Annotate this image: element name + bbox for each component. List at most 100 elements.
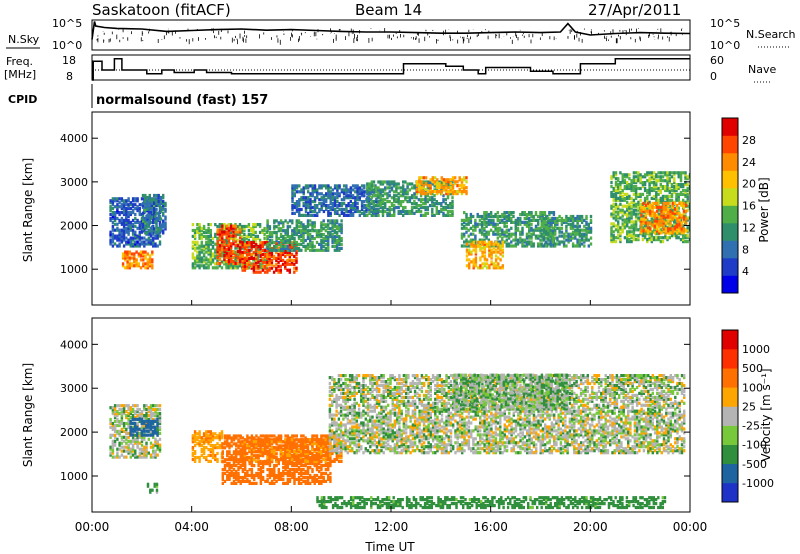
heat-cell-0 [111, 425, 115, 429]
heat-cell-14 [662, 211, 665, 215]
heat-cell-3 [252, 228, 255, 233]
heat-cell-12 [585, 236, 588, 240]
heat-cell-8 [408, 196, 412, 200]
heat-cell-14 [678, 217, 681, 221]
heat-cell-7 [307, 211, 310, 215]
heat-cell-10 [503, 230, 506, 234]
heat-cell-3 [238, 262, 242, 266]
heat-cell-0 [127, 414, 130, 418]
heat-cell-1 [144, 262, 147, 266]
heat-cell-7 [320, 202, 323, 206]
heat-cell-8 [419, 200, 423, 204]
heat-cell-13 [659, 196, 662, 200]
heat-cell-6 [302, 227, 305, 231]
heat-cell-10 [503, 216, 506, 221]
heat-cell-11 [485, 262, 489, 266]
heat-cell-14 [640, 219, 643, 223]
heat-cell-6 [273, 231, 276, 235]
heat-cell-2 [148, 197, 151, 202]
heat-cell-0 [118, 201, 121, 205]
heat-cell-3 [209, 256, 212, 260]
heat-cell-1 [121, 254, 125, 258]
heat-cell-10 [514, 222, 517, 226]
heat-cell-8 [372, 205, 376, 210]
heat-cell-5 [266, 252, 269, 257]
heat-cell-13 [639, 194, 642, 198]
heat-cell-9 [449, 188, 452, 192]
heat-cell-13 [646, 188, 649, 193]
heat-cell-14 [669, 223, 672, 227]
heat-cell-0 [154, 449, 157, 453]
heat-cell-7 [329, 196, 332, 200]
heat-cell-5 [275, 250, 278, 255]
heat-cell-8 [379, 204, 382, 208]
heat-cell-13 [639, 173, 642, 177]
heat-cell-13 [673, 177, 676, 181]
heat-cell-3 [198, 223, 201, 227]
heat-cell-4 [232, 259, 235, 264]
heat-cell-8 [402, 192, 405, 196]
heat-cell-0 [131, 236, 135, 240]
heat-cell-8 [437, 211, 441, 215]
heat-cell-9 [418, 180, 421, 184]
heat-cell-12 [558, 218, 561, 222]
heat-cell-12 [556, 216, 559, 221]
beam-label: Beam 14 [355, 1, 422, 19]
heat-cell-10 [489, 211, 493, 215]
heat-cell-6 [331, 221, 334, 225]
heat-cell-5 [263, 252, 267, 257]
heat-cell-6 [284, 233, 287, 237]
heat-cell-7 [295, 190, 299, 194]
heat-cell-1 [126, 264, 129, 268]
heat-cell-5 [255, 254, 258, 258]
heat-cell-3 [191, 262, 195, 266]
heat-cell-0 [147, 414, 150, 418]
heat-cell-7 [363, 211, 366, 215]
heat-cell-3 [207, 260, 210, 264]
heat-cell-0 [136, 240, 139, 244]
heat-cell-5 [263, 266, 267, 270]
heat-cell-1 [126, 256, 129, 260]
heat-cell-12 [565, 220, 568, 224]
heat-cell-13 [675, 188, 678, 193]
heat-cell-13 [673, 218, 676, 222]
heat-cell-13 [643, 224, 647, 228]
heat-cell-7 [325, 200, 328, 204]
colorbar-tick-label: 4 [742, 265, 749, 278]
heat-cell-10 [494, 226, 497, 230]
heat-cell-7 [369, 192, 373, 196]
heat-cell-12 [554, 218, 557, 222]
heat-cell-13 [634, 204, 638, 208]
heat-cell-3 [196, 254, 199, 258]
heat-cell-2 [150, 205, 154, 209]
heat-cell-0 [125, 214, 128, 219]
heat-cell-8 [370, 196, 373, 200]
heat-cell-14 [640, 213, 643, 217]
heat-cell-12 [583, 218, 586, 222]
heat-cell-9 [456, 184, 459, 188]
heat-cell-0 [113, 408, 117, 412]
heat-cell-10 [532, 214, 535, 219]
heat-cell-4 [218, 246, 222, 250]
heat-cell-5 [275, 241, 278, 245]
heat-cell-7 [358, 196, 361, 200]
heat-cell-5 [250, 243, 253, 247]
heat-cell-0 [127, 417, 130, 422]
heat-cell-5 [252, 250, 256, 255]
heat-cell-10 [465, 216, 468, 221]
heat-cell-4 [216, 232, 219, 236]
heat-cell-5 [288, 247, 291, 251]
heat-cell-11 [483, 262, 487, 266]
heat-cell-4 [227, 257, 231, 262]
heat-cell-13 [617, 183, 620, 187]
heat-cell-13 [626, 181, 629, 185]
heat-cell-12 [560, 234, 564, 238]
heat-cell-0 [138, 230, 141, 234]
heat-cell-8 [377, 180, 380, 184]
heat-cell-6 [304, 244, 307, 248]
heat-cell-10 [532, 232, 535, 236]
heat-cell-6 [311, 248, 314, 252]
heat-cell-14 [680, 221, 683, 225]
heat-cell-8 [449, 180, 452, 184]
heat-cell-6 [268, 242, 272, 246]
